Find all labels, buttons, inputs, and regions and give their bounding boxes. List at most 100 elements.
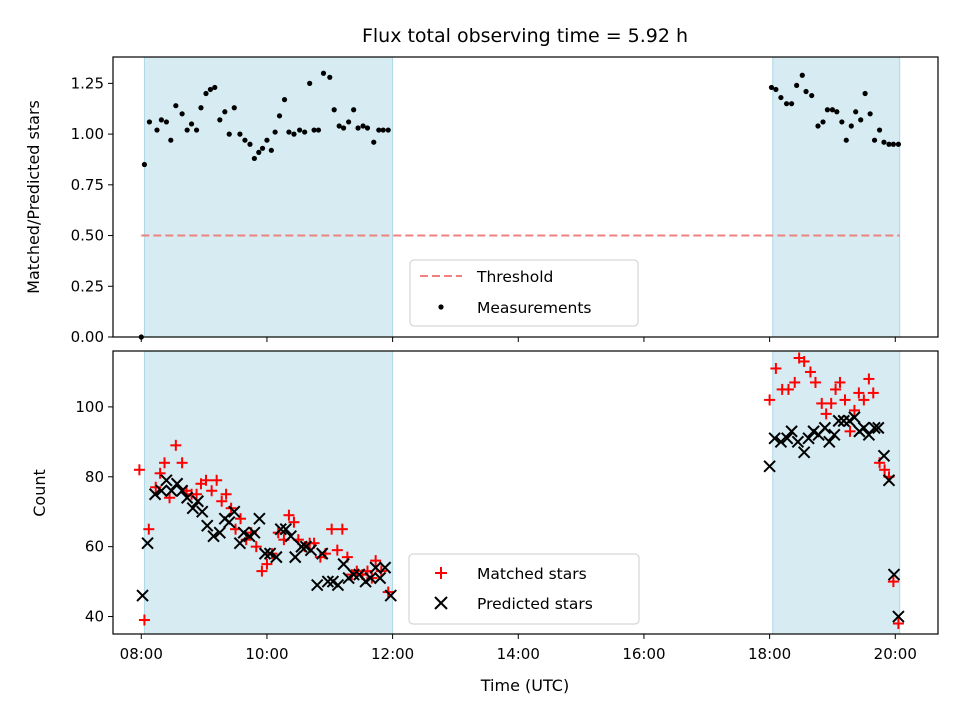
measurement-point bbox=[242, 137, 248, 143]
observing-window bbox=[772, 56, 901, 338]
measurement-point bbox=[154, 127, 160, 133]
measurement-point bbox=[834, 109, 840, 115]
predicted-star-point bbox=[331, 578, 345, 592]
predicted-star-point bbox=[768, 432, 781, 445]
measurement-point bbox=[327, 74, 333, 80]
measurement-point bbox=[173, 103, 179, 109]
matched-star-point bbox=[206, 485, 218, 497]
predicted-star-point bbox=[141, 536, 154, 550]
measurement-point bbox=[876, 127, 883, 133]
predicted-star-point bbox=[289, 550, 302, 564]
predicted-star-point bbox=[148, 488, 162, 501]
predicted-star-point bbox=[295, 540, 308, 553]
top-legend: Threshold Measurements bbox=[409, 259, 639, 327]
predicted-star-point bbox=[364, 571, 377, 585]
matched-star-point bbox=[370, 555, 382, 567]
matched-star-point bbox=[191, 488, 203, 500]
matched-star-point bbox=[170, 439, 182, 451]
predicted-star-point bbox=[170, 477, 184, 490]
measurement-point bbox=[276, 113, 283, 119]
y-tick-label: 0.25 bbox=[71, 277, 104, 295]
measurement-point bbox=[198, 105, 204, 111]
measurement-point bbox=[331, 107, 337, 113]
measurement-point bbox=[297, 127, 303, 133]
measurement-point bbox=[862, 90, 868, 97]
measurement-point bbox=[272, 129, 278, 135]
predicted-star-point bbox=[378, 561, 392, 574]
measurement-point bbox=[886, 141, 892, 147]
measurement-point bbox=[371, 139, 377, 145]
predicted-star-point bbox=[237, 526, 250, 539]
matched-star-point bbox=[764, 394, 776, 406]
x-tick-label: 08:00 bbox=[120, 645, 163, 663]
matched-star-point bbox=[892, 618, 904, 630]
predicted-legend-label: Predicted stars bbox=[477, 595, 593, 613]
measurement-point bbox=[222, 109, 228, 115]
matched-star-point bbox=[150, 481, 162, 493]
top-y-axis-ticks: 0.00 0.25 0.50 0.75 1.00 1.25 bbox=[71, 74, 113, 346]
measurement-point bbox=[231, 105, 237, 111]
bottom-legend-box bbox=[408, 553, 640, 625]
bottom-panel: 40 60 80 100 08:00 10:00 12:00 14:00 16:00 18:00… bbox=[30, 350, 939, 695]
predicted-star-point bbox=[233, 536, 247, 550]
matched-star-point bbox=[261, 558, 273, 570]
predicted-star-point bbox=[160, 474, 173, 487]
predicted-star-point bbox=[248, 526, 261, 539]
predicted-star-point bbox=[175, 484, 189, 497]
matched-star-point bbox=[820, 408, 832, 420]
predicted-star-point bbox=[316, 547, 329, 560]
predicted-star-point bbox=[191, 495, 205, 508]
predicted-star-point bbox=[877, 449, 891, 463]
x-tick-label: 10:00 bbox=[245, 645, 288, 663]
predicted-star-point bbox=[780, 432, 794, 445]
matched-star-point bbox=[176, 457, 188, 469]
measurement-point bbox=[773, 86, 779, 93]
matched-star-point bbox=[844, 425, 856, 437]
predicted-star-point bbox=[818, 421, 832, 435]
matched-star-point bbox=[834, 376, 846, 388]
x-tick-label: 18:00 bbox=[748, 645, 791, 663]
predicted-star-point bbox=[207, 529, 220, 543]
measurement-point bbox=[853, 109, 859, 115]
top-axes-frame bbox=[112, 56, 939, 338]
x-tick-label: 14:00 bbox=[497, 645, 540, 663]
matched-star-point bbox=[858, 394, 870, 406]
matched-star-point bbox=[159, 457, 171, 469]
x-tick-label: 12:00 bbox=[371, 645, 414, 663]
predicted-star-point bbox=[763, 460, 776, 473]
predicted-star-point bbox=[223, 515, 236, 529]
measurements-legend-swatch bbox=[438, 304, 444, 310]
measurement-point bbox=[320, 70, 327, 76]
measurement-point bbox=[247, 141, 253, 147]
predicted-star-point bbox=[837, 414, 850, 428]
matched-star-point bbox=[789, 376, 801, 388]
bottom-y-axis-label: Count bbox=[30, 469, 49, 517]
measurement-point bbox=[212, 84, 218, 91]
predicted-star-point bbox=[180, 491, 194, 504]
measurement-point bbox=[226, 131, 232, 137]
matched-star-point bbox=[216, 495, 228, 507]
predicted-stars-series bbox=[136, 411, 905, 623]
predicted-star-point bbox=[892, 610, 905, 623]
predicted-star-point bbox=[785, 425, 798, 438]
top-panel: 0.00 0.25 0.50 0.75 1.00 1.25 Matched/Predict… bbox=[24, 56, 939, 346]
matched-star-point bbox=[211, 474, 223, 486]
top-observing-windows bbox=[143, 56, 901, 338]
top-legend-box bbox=[409, 259, 639, 327]
measurement-point bbox=[355, 125, 361, 131]
matched-star-point bbox=[804, 366, 816, 378]
measurement-point bbox=[848, 123, 854, 129]
measurement-point bbox=[251, 155, 257, 162]
predicted-star-point bbox=[823, 435, 836, 449]
matched-star-point bbox=[782, 383, 794, 395]
bottom-y-axis-ticks: 40 60 80 100 bbox=[75, 398, 113, 626]
bottom-axes-frame bbox=[112, 350, 939, 635]
matched-star-point bbox=[839, 394, 851, 406]
predicted-star-point bbox=[774, 435, 788, 449]
measurement-point bbox=[281, 97, 288, 103]
measurement-point bbox=[385, 127, 391, 133]
measurement-point bbox=[336, 123, 342, 129]
measurement-point bbox=[895, 141, 902, 147]
top-y-axis-label: Matched/Predicted stars bbox=[24, 100, 43, 294]
